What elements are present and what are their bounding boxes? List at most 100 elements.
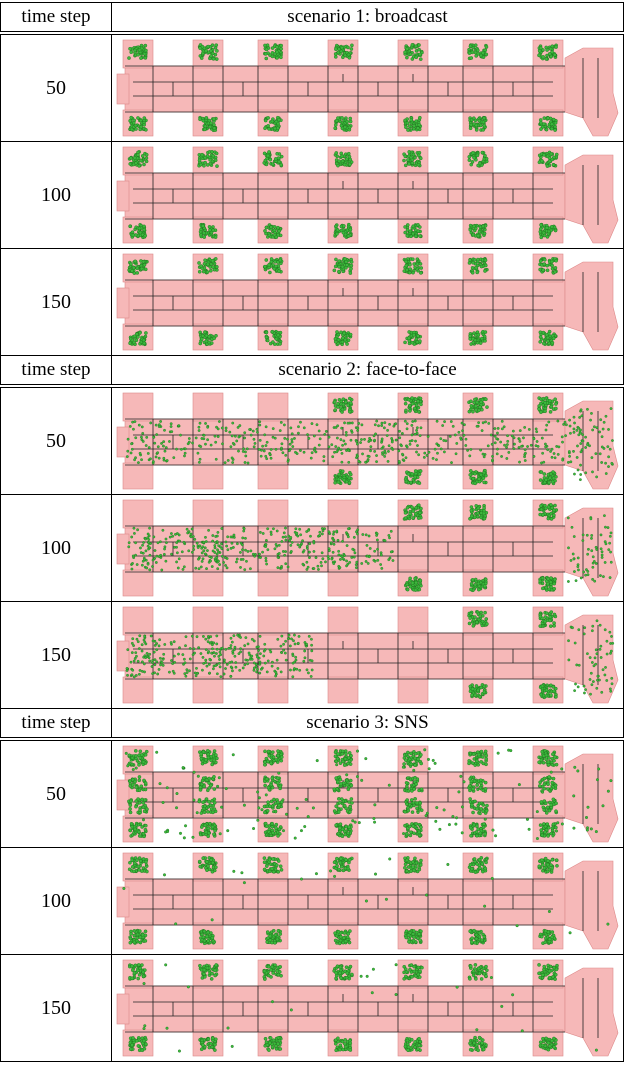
agent — [188, 437, 190, 439]
agent — [295, 532, 297, 534]
agent — [264, 794, 267, 797]
agent — [536, 837, 539, 840]
agent — [410, 811, 413, 814]
agent — [138, 647, 140, 649]
agent — [160, 569, 162, 571]
agent — [541, 513, 544, 516]
agent — [285, 813, 288, 816]
agent — [164, 560, 166, 562]
agent — [469, 588, 472, 591]
agent — [610, 561, 612, 563]
agent — [198, 118, 201, 121]
agent — [411, 825, 414, 828]
agent — [599, 453, 601, 455]
agent — [164, 538, 166, 540]
agent — [550, 456, 552, 458]
agent — [147, 657, 149, 659]
agent — [140, 438, 142, 440]
agent — [349, 779, 352, 782]
agent — [214, 753, 217, 756]
agent — [541, 55, 544, 58]
agent — [406, 588, 409, 591]
agent — [403, 155, 406, 158]
agent — [131, 562, 133, 564]
agent — [493, 435, 495, 437]
agent — [236, 558, 238, 560]
agent — [375, 454, 377, 456]
agent — [572, 827, 575, 830]
agent — [339, 124, 342, 127]
agent — [284, 550, 286, 552]
agent — [539, 127, 542, 130]
agent — [552, 509, 555, 512]
agent — [408, 53, 411, 56]
agent — [436, 452, 438, 454]
agent — [450, 420, 452, 422]
agent — [206, 426, 208, 428]
agent — [539, 828, 542, 831]
agent — [586, 574, 588, 576]
agent — [347, 528, 349, 530]
agent — [243, 568, 245, 570]
agent — [230, 542, 232, 544]
agent — [551, 835, 554, 838]
agent — [589, 518, 591, 520]
agent — [595, 620, 597, 622]
agent — [512, 447, 514, 449]
agent — [205, 270, 208, 273]
agent — [153, 549, 155, 551]
agent — [204, 659, 206, 661]
agent — [279, 47, 282, 50]
agent — [468, 690, 471, 693]
agent — [131, 669, 133, 671]
agent — [607, 790, 610, 793]
agent — [137, 830, 140, 833]
agent — [130, 443, 132, 445]
agent — [138, 452, 140, 454]
agent — [481, 755, 484, 758]
agent — [302, 451, 304, 453]
agent — [255, 671, 257, 673]
agent — [144, 753, 147, 756]
agent — [419, 403, 422, 406]
agent — [235, 440, 237, 442]
agent — [280, 540, 282, 542]
agent — [409, 765, 412, 768]
agent — [471, 811, 474, 814]
agent — [143, 234, 146, 237]
agent — [605, 653, 607, 655]
agent — [270, 777, 273, 780]
agent — [216, 435, 218, 437]
agent — [212, 798, 215, 801]
agent — [284, 454, 286, 456]
agent — [554, 695, 557, 698]
snapshot-cell — [112, 249, 624, 356]
agent — [126, 438, 128, 440]
agent — [335, 763, 338, 766]
agent — [199, 811, 202, 814]
agent — [425, 454, 427, 456]
agent — [175, 561, 177, 563]
agent — [580, 415, 582, 417]
agent — [158, 639, 160, 641]
agent — [143, 828, 146, 831]
time-step: 50 — [1, 386, 112, 495]
agent — [283, 532, 285, 534]
agent — [590, 672, 592, 674]
agent — [284, 539, 286, 541]
agent — [398, 430, 400, 432]
agent — [401, 459, 403, 461]
agent — [363, 438, 365, 440]
agent — [128, 811, 131, 814]
agent — [265, 563, 267, 565]
agent — [541, 437, 543, 439]
agent — [484, 781, 487, 784]
agent — [290, 541, 292, 543]
agent — [518, 783, 521, 786]
agent — [306, 815, 309, 818]
agent — [544, 57, 547, 60]
agent — [156, 673, 158, 675]
agent — [372, 435, 374, 437]
agent — [337, 550, 339, 552]
agent — [298, 528, 300, 530]
